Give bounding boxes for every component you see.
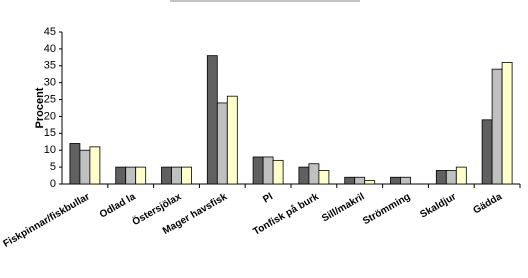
y-axis-label: Procent [34, 87, 46, 128]
y-tick-label: 10 [44, 144, 56, 156]
bar [445, 170, 457, 185]
x-tick-label: Strömming [361, 191, 412, 227]
bar [272, 159, 284, 185]
y-tick-label: 45 [44, 26, 56, 38]
y-tick-label: 35 [44, 60, 56, 72]
y-tick-label: 25 [44, 93, 56, 105]
bar [455, 166, 467, 185]
bar [364, 180, 376, 185]
bar [79, 149, 91, 185]
bar [318, 170, 330, 185]
y-tick-label: 20 [44, 110, 56, 122]
x-tick-label: Gädda [471, 191, 504, 216]
bar [400, 176, 411, 185]
bar [298, 166, 310, 185]
bar [181, 166, 192, 185]
bar [135, 166, 147, 185]
bar [354, 176, 366, 185]
y-tick-label: 40 [44, 43, 56, 55]
y-tick-label: 0 [50, 178, 56, 190]
y-tick-label: 15 [44, 127, 56, 139]
x-tick-label: Skaldjur [418, 191, 458, 220]
bar [115, 166, 127, 185]
x-tick-label: Fiskpinnar/fiskbullar [2, 191, 92, 249]
bar [252, 156, 264, 185]
bar [226, 95, 238, 185]
bar [69, 143, 81, 185]
bar [262, 156, 274, 185]
x-tick-label: Odlad la [98, 191, 138, 220]
bar [216, 102, 228, 185]
x-tick-label: Sill/makril [320, 191, 367, 224]
bar [344, 176, 356, 185]
bar [125, 166, 137, 185]
x-tick-label: Pl [261, 191, 275, 205]
bar [481, 119, 493, 185]
bar [308, 163, 320, 185]
y-tick-label: 5 [50, 161, 56, 173]
bar [501, 62, 513, 185]
bar [390, 176, 401, 185]
bar [491, 68, 503, 185]
bar [171, 166, 182, 185]
bar [435, 170, 447, 185]
bar [206, 55, 218, 185]
y-tick-label: 30 [44, 77, 56, 89]
bar [89, 146, 101, 185]
bar [161, 166, 172, 185]
